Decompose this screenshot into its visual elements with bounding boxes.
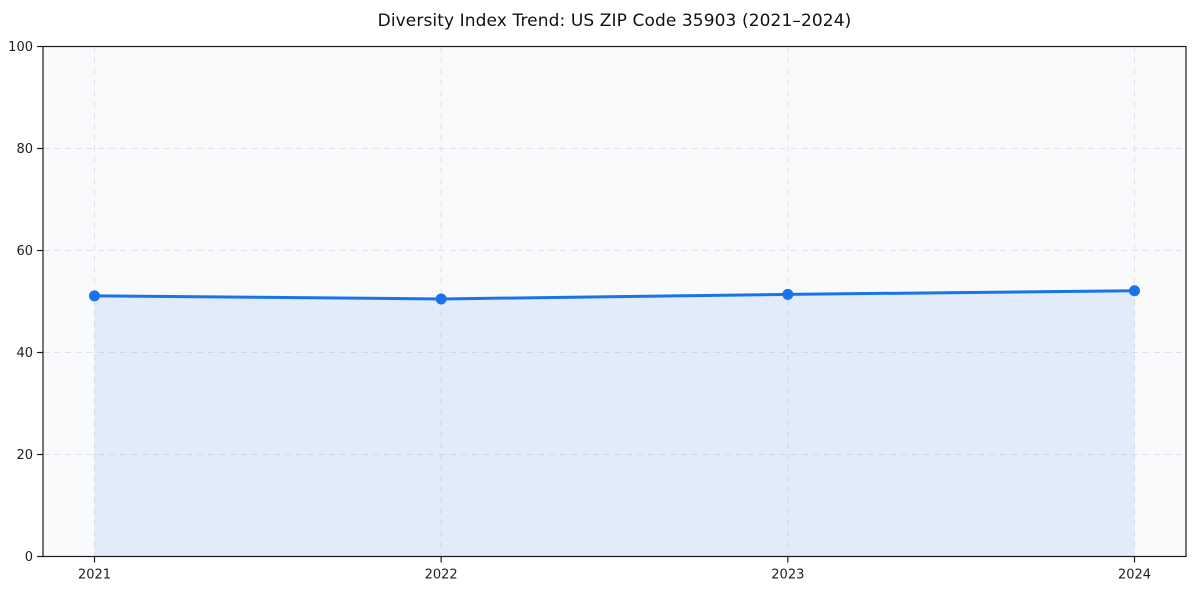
- trend-line: [93, 289, 1136, 301]
- y-tick-label-60: 60: [16, 244, 33, 259]
- x-tick-label-2024: 2024: [1118, 568, 1151, 583]
- x-tick-label-2021: 2021: [78, 568, 111, 583]
- data-point-2023: [782, 288, 794, 300]
- chart-title: Diversity Index Trend: US ZIP Code 35903…: [377, 11, 852, 31]
- data-point-2022: [435, 293, 447, 305]
- plot-area: [43, 46, 1186, 557]
- y-tick-label-40: 40: [16, 346, 33, 361]
- x-tick-label-2022: 2022: [425, 568, 458, 583]
- y-tick-label-80: 80: [16, 142, 33, 157]
- data-point-2024: [1129, 285, 1140, 297]
- y-tick-label-20: 20: [16, 448, 33, 463]
- data-point-2021: [89, 290, 100, 302]
- y-tick-label-0: 0: [25, 550, 33, 565]
- x-tick-label-2023: 2023: [771, 568, 804, 583]
- area-fill: [94, 290, 1135, 557]
- y-tick-label-100: 100: [8, 40, 33, 55]
- plot-border: [42, 45, 1187, 558]
